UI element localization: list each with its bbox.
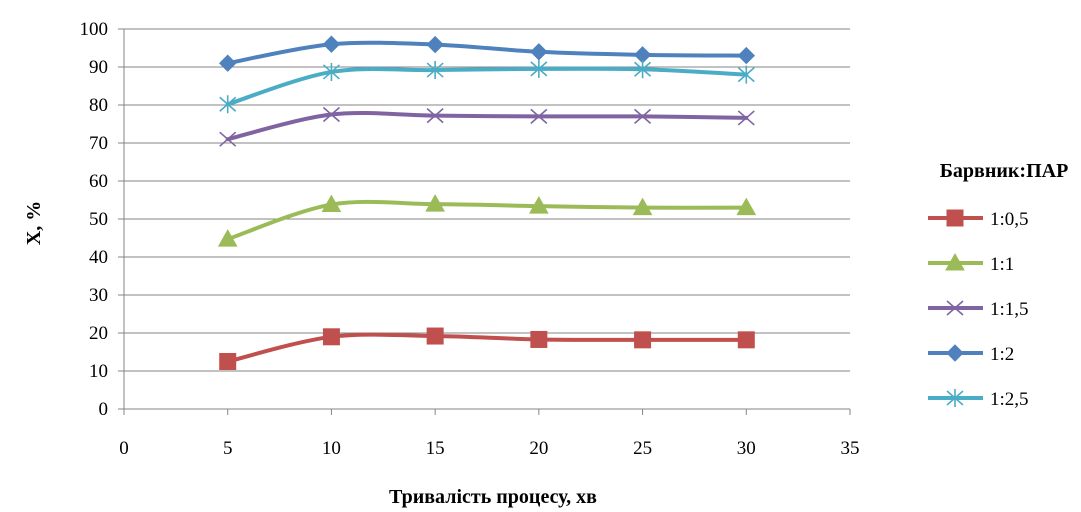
series-line: [225, 66, 749, 107]
y-tick-label: 30: [89, 285, 108, 306]
x-axis-title: Тривалість процесу, хв: [389, 486, 597, 508]
data-point: [736, 197, 757, 216]
data-point: [425, 194, 445, 212]
x-tick-label: 20: [529, 438, 548, 459]
data-point: [321, 194, 342, 213]
legend-item: 1:2: [928, 344, 1014, 365]
y-tick-label: 70: [89, 133, 108, 154]
data-point: [322, 328, 340, 346]
legend-marker: [946, 344, 964, 362]
series-layer: [217, 35, 757, 370]
x-tick-label: 25: [633, 438, 652, 459]
data-point: [217, 229, 238, 247]
series-1-1-5: [219, 106, 755, 147]
y-tick-label: 80: [89, 95, 108, 116]
x-tick-label: 15: [426, 438, 445, 459]
data-point: [634, 331, 652, 349]
x-tick-label: 30: [737, 438, 756, 459]
legend-label: 1:0,5: [990, 209, 1029, 230]
legend: 1:0,5 1:1 1:1,5 1:2 1:2,5: [928, 209, 1029, 410]
data-point: [737, 331, 755, 349]
legend-label: 1:2: [990, 344, 1014, 365]
data-point: [426, 108, 444, 124]
x-tick-label: 10: [322, 438, 341, 459]
series-line: [225, 40, 749, 66]
data-point: [530, 330, 548, 348]
y-tick-label: 60: [89, 171, 108, 192]
x-tick-label: 5: [223, 438, 233, 459]
legend-marker: [946, 209, 964, 227]
data-point: [426, 35, 444, 54]
gridlines: [124, 28, 850, 372]
x-tick-label: 0: [119, 438, 129, 459]
series-line: [225, 199, 749, 242]
data-point: [322, 35, 341, 53]
legend-label: 1:1: [990, 254, 1014, 275]
y-tick-label: 10: [89, 361, 108, 382]
legend-label: 1:2,5: [990, 389, 1029, 410]
legend-marker: [945, 252, 965, 271]
data-point: [426, 61, 444, 80]
series-1-2: [219, 35, 755, 72]
data-point: [634, 108, 652, 125]
data-point: [219, 95, 237, 114]
y-tick-label: 40: [89, 247, 108, 268]
legend-marker: [946, 389, 964, 407]
data-point: [737, 65, 755, 84]
y-axis-title: X, %: [23, 201, 45, 245]
series-line: [225, 111, 749, 142]
data-point: [322, 62, 340, 81]
data-point: [219, 131, 237, 147]
data-point: [322, 106, 340, 123]
data-point: [634, 60, 652, 79]
y-tick-label: 0: [99, 399, 109, 420]
y-tick-label: 90: [89, 57, 108, 78]
legend-item: 1:1: [928, 252, 1014, 275]
legend-marker: [946, 300, 964, 316]
data-point: [632, 197, 653, 216]
legend-item: 1:0,5: [928, 209, 1029, 230]
y-tick-label: 50: [89, 209, 108, 230]
series-1-0-5: [219, 327, 755, 370]
data-point: [426, 327, 444, 345]
axes: 0 10 20 30 40 50 60 70 80 90 100 0 5 10 15 20 25 30 35: [80, 19, 860, 459]
legend-item: 1:2,5: [928, 389, 1029, 410]
legend-label: 1:1,5: [990, 299, 1029, 320]
series-1-1: [217, 194, 757, 247]
legend-item: 1:1,5: [928, 299, 1029, 320]
data-point: [530, 43, 548, 61]
data-point: [219, 54, 237, 72]
data-point: [737, 110, 755, 126]
x-tick-label: 35: [841, 438, 860, 459]
data-point: [530, 108, 548, 125]
y-tick-label: 100: [80, 19, 109, 40]
data-point: [219, 353, 237, 370]
legend-title: Барвник:ПАР: [940, 160, 1069, 182]
data-point: [737, 46, 755, 65]
series-1-2-5: [219, 59, 755, 114]
series-line: [225, 332, 749, 364]
data-point: [529, 196, 549, 214]
data-point: [530, 59, 548, 78]
y-tick-label: 20: [89, 323, 108, 344]
